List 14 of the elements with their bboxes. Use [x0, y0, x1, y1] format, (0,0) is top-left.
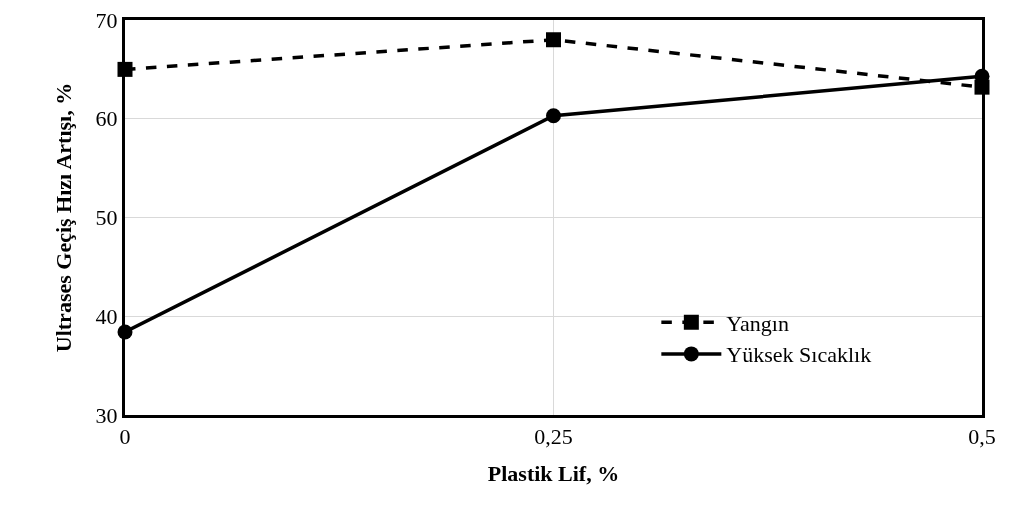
y-tick-label: 70: [95, 7, 118, 33]
legend-label: Yangın: [726, 310, 789, 336]
y-tick-label: 40: [95, 303, 118, 329]
y-tick-label: 50: [95, 205, 118, 231]
y-tick-label: 30: [95, 402, 118, 428]
x-tick-label: 0,25: [534, 424, 573, 450]
x-tick-label: 0: [119, 424, 131, 450]
point: [546, 32, 561, 48]
y-tick-label: 60: [95, 106, 118, 132]
legend-label: Yüksek Sıcaklık: [726, 342, 872, 368]
y-axis-title: Ultrases Geçiş Hızı Artışı, %: [51, 82, 77, 353]
x-tick-label: 0,5: [968, 424, 996, 450]
x-axis-title: Plastik Lif, %: [487, 461, 620, 487]
point: [546, 108, 561, 124]
